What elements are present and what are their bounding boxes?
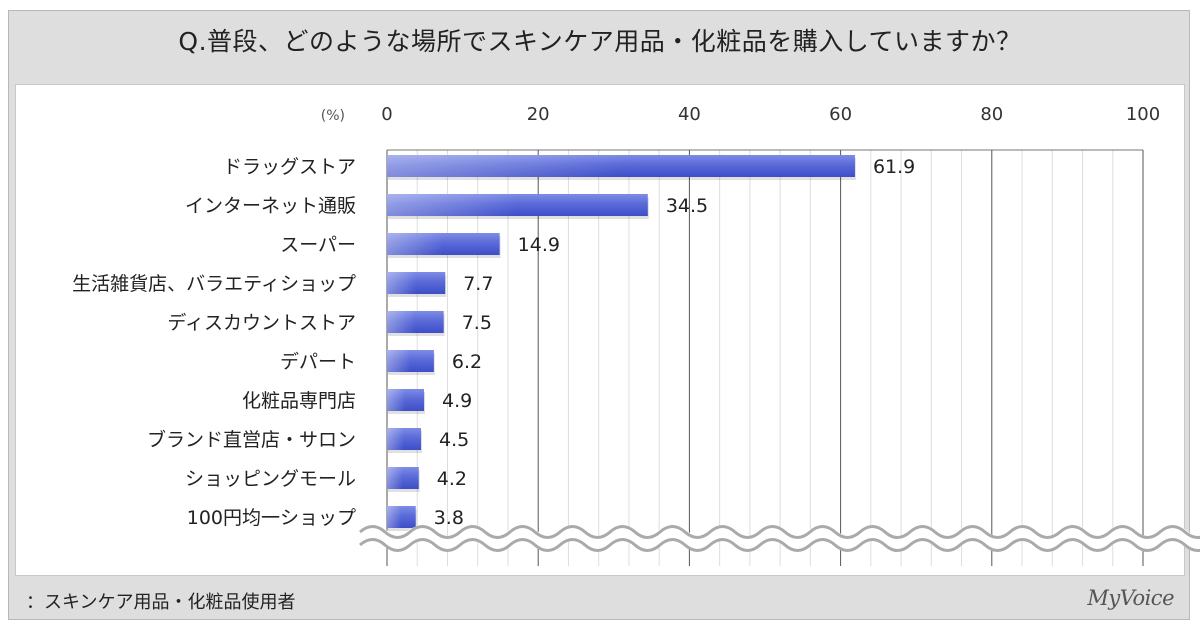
value-label: 7.5: [462, 312, 492, 334]
category-label: デパート: [280, 351, 356, 373]
bar-highlight: [387, 311, 444, 333]
category-label: 100円均一ショップ: [187, 507, 356, 529]
category-label: インターネット通販: [185, 195, 356, 217]
category-label: 化粧品専門店: [242, 390, 356, 412]
footnote: ：スキンケア用品・化粧品使用者: [26, 592, 296, 613]
unit-label: (%): [321, 108, 345, 124]
category-label: ディスカウントストア: [167, 312, 356, 334]
x-tick-label: 20: [527, 104, 550, 125]
value-label: 14.9: [518, 234, 560, 256]
category-label: ショッピングモール: [185, 468, 356, 490]
bar-highlight: [387, 272, 446, 294]
value-label: 4.2: [437, 468, 467, 490]
category-label: 生活雑貨店、バラエティショップ: [72, 273, 356, 295]
bar-highlight: [387, 389, 425, 411]
x-tick-label: 80: [980, 104, 1003, 125]
bar-highlight: [387, 194, 648, 216]
axis-break-wave-top: [359, 525, 1200, 539]
value-label: 4.9: [442, 390, 472, 412]
value-label: 4.5: [439, 429, 469, 451]
value-label: 3.8: [434, 507, 464, 529]
x-tick-label: 40: [678, 104, 701, 125]
myvoice-logo: MyVoice: [1087, 586, 1174, 610]
bar-highlight: [387, 428, 422, 450]
category-label: ドラッグストア: [223, 156, 356, 178]
value-label: 34.5: [666, 195, 708, 217]
x-tick-label: 0: [381, 104, 392, 125]
bar-highlight: [387, 155, 855, 177]
x-tick-label: 60: [829, 104, 852, 125]
value-label: 6.2: [452, 351, 482, 373]
category-label: ブランド直営店・サロン: [147, 428, 356, 451]
axis-break-wave-bottom: [359, 538, 1200, 552]
axis-break-band: [355, 525, 1200, 551]
bar-highlight: [387, 233, 500, 255]
bar-highlight: [387, 506, 416, 528]
category-label: スーパー: [280, 234, 356, 256]
value-label: 61.9: [873, 156, 915, 178]
chart-title: Q.普段、どのような場所でスキンケア用品・化粧品を購入していますか？: [178, 27, 1022, 56]
x-tick-label: 100: [1126, 104, 1160, 125]
value-label: 7.7: [463, 273, 493, 295]
bar-highlight: [387, 350, 434, 372]
bar-highlight: [387, 467, 419, 489]
